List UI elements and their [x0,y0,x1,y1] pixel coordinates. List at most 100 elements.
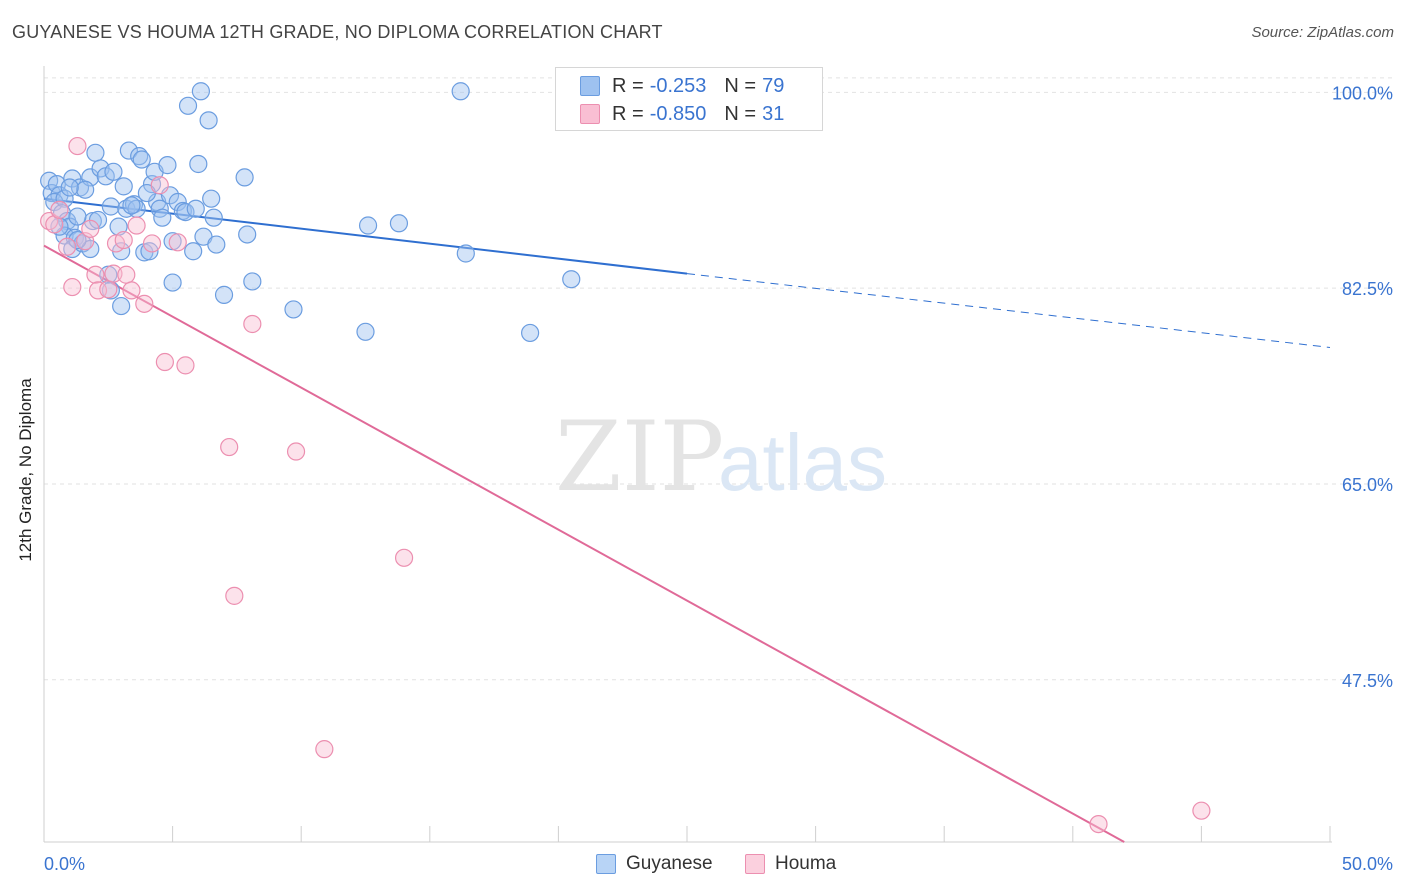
chart-title: GUYANESE VS HOUMA 12TH GRADE, NO DIPLOMA… [12,22,663,42]
bottom-legend-swatch-houma [745,854,765,874]
bottom-legend-label: Houma [775,853,837,874]
point-guyanese [356,322,375,341]
point-guyanese [184,242,203,261]
point-houma [104,264,123,283]
point-guyanese [119,141,138,160]
legend-swatch-houma [580,104,600,124]
legend-swatch-guyanese [580,76,600,96]
point-guyanese [207,235,226,254]
point-houma [142,234,162,253]
legend-r-label: R = [612,74,644,97]
bottom-legend-guyanese: Guyanese [596,852,713,876]
stats-legend: R = -0.253 N = 79 R = -0.850 N = 31 [555,67,823,131]
legend-r-value: -0.850 [649,102,707,125]
point-guyanese [76,180,95,199]
point-houma [1192,801,1211,820]
point-houma [135,294,154,313]
point-guyanese [112,296,131,316]
trend-line-guyanese-extension [686,273,1331,348]
point-guyanese [176,202,195,222]
point-guyanese [130,147,149,166]
y-tick-label: 65.0% [1342,475,1393,495]
watermark-atlas: atlas [718,418,887,507]
point-houma [150,176,169,195]
y-tick-labels: 100.0% 82.5% 65.0% 47.5% [1332,83,1393,690]
bottom-legend-label: Guyanese [626,853,713,874]
point-houma [122,281,141,300]
source-label: Source: ZipAtlas.com [1251,24,1394,41]
point-guyanese [168,192,187,212]
point-houma [114,230,133,250]
point-guyanese [104,162,123,181]
point-houma [58,237,77,256]
point-houma [86,265,105,284]
point-houma [117,265,136,284]
point-houma [1089,814,1108,834]
point-houma [315,740,334,759]
trend-lines [43,197,1331,843]
point-houma [220,437,239,457]
legend-n-value: 31 [762,102,785,125]
point-guyanese [199,111,218,130]
bottom-legend-houma: Houma [745,852,836,876]
point-houma [168,233,187,252]
y-tick-label: 47.5% [1342,671,1393,691]
data-points [40,82,1211,834]
point-guyanese [456,244,475,263]
point-houma [155,352,174,372]
x-tick-labels: 0.0% 50.0% [44,854,1393,874]
point-houma [127,216,146,235]
point-houma [176,356,195,375]
legend-n-label: N = [724,74,757,97]
point-houma [225,586,244,605]
point-houma [40,211,59,231]
point-guyanese [60,217,79,236]
point-houma [286,442,306,461]
point-guyanese [389,214,409,233]
y-tick-label: 82.5% [1342,279,1393,299]
point-guyanese [60,178,79,197]
point-guyanese [521,323,540,343]
legend-row-guyanese: R = -0.253 N = 79 [580,74,784,98]
point-houma [63,277,82,297]
y-tick-label: 100.0% [1332,83,1393,103]
point-houma [243,314,262,334]
watermark: ZIP atlas [555,401,887,513]
point-guyanese [114,177,133,196]
point-guyanese [68,207,87,226]
point-guyanese [163,273,182,292]
legend-n-value: 79 [762,74,785,97]
point-guyanese [178,96,198,115]
legend-n-label: N = [724,102,757,125]
point-houma [68,136,87,156]
point-houma [99,280,118,299]
point-guyanese [132,150,151,169]
point-guyanese [55,189,74,208]
point-guyanese [214,285,234,304]
grid-lines [44,77,1392,681]
legend-row-houma: R = -0.850 N = 31 [580,102,784,126]
point-houma [394,548,414,567]
point-guyanese [243,272,262,291]
x-tick-label-max: 50.0% [1342,854,1393,874]
point-guyanese [238,225,257,244]
point-guyanese [202,189,221,208]
legend-r-label: R = [612,102,644,125]
legend-r-value: -0.253 [649,74,707,97]
point-guyanese [189,154,208,174]
point-guyanese [284,300,303,319]
point-guyanese [153,208,172,227]
watermark-zip: ZIP [555,401,724,513]
point-guyanese [86,143,105,162]
point-guyanese [101,197,120,216]
point-guyanese [158,156,177,175]
x-tick-label-min: 0.0% [44,854,85,874]
point-guyanese [186,199,205,218]
bottom-legend-swatch-guyanese [596,854,616,874]
point-guyanese [191,82,210,101]
point-guyanese [358,216,378,235]
trend-line-houma [43,244,1125,843]
point-houma [50,200,69,219]
point-houma [81,219,100,238]
